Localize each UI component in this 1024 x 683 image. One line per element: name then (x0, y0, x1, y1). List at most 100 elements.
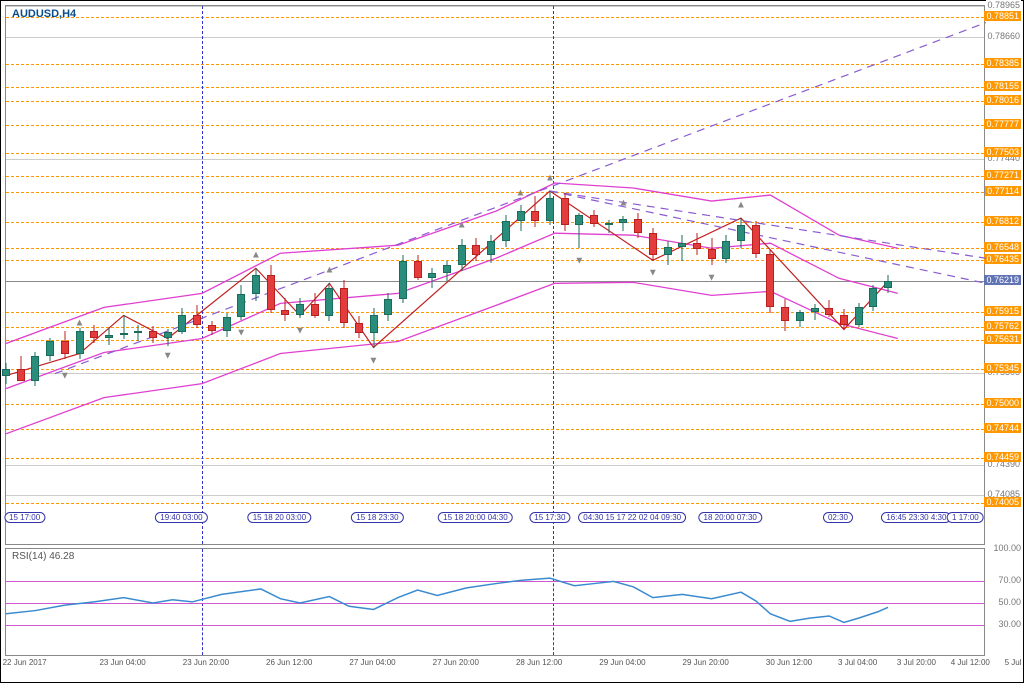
x-axis-label: 30 Jun 12:00 (766, 658, 812, 667)
candle-up (619, 6, 627, 514)
x-axis-label: 4 Jul 12:00 (951, 658, 990, 667)
level-label: 0.74459 (984, 452, 1021, 462)
level-label: 0.75000 (984, 398, 1021, 408)
fractal-up-icon: ▲ (545, 173, 555, 184)
candle-up (869, 6, 877, 514)
time-mark: 19:40 03:00 (155, 512, 207, 523)
level-label: 0.77271 (984, 170, 1021, 180)
candle-down (693, 6, 701, 514)
level-label: 0.78385 (984, 58, 1021, 68)
time-mark: 16:45 23:30 4:30 (881, 512, 951, 523)
time-mark: 15 18 23:30 (351, 512, 403, 523)
level-label: 0.77777 (984, 119, 1021, 129)
candle-up (105, 6, 113, 514)
fractal-down-icon: ▼ (60, 370, 70, 381)
candle-up (546, 6, 554, 514)
candle-up (134, 6, 142, 514)
candle-down (781, 6, 789, 514)
level-label: 0.76548 (984, 242, 1021, 252)
x-axis-label: 28 Jun 12:00 (516, 658, 562, 667)
candle-up (458, 6, 466, 514)
x-axis-label: 26 Jun 12:00 (266, 658, 312, 667)
x-axis-label: 3 Jul 04:00 (838, 658, 877, 667)
fractal-down-icon: ▼ (163, 350, 173, 361)
time-mark: 15 17:30 (529, 512, 570, 523)
rsi-panel[interactable]: RSI(14) 46.28 (5, 548, 985, 656)
level-label: 0.77114 (985, 186, 1021, 196)
fractal-up-icon: ▲ (75, 318, 85, 329)
candle-up (855, 6, 863, 514)
x-axis: 22 Jun 201723 Jun 04:0023 Jun 20:0026 Ju… (5, 658, 985, 678)
x-axis-label: 5 Jul 04:00 (1005, 658, 1024, 667)
candle-up (46, 6, 54, 514)
candle-down (281, 6, 289, 514)
price-chart[interactable]: AUDUSD,H4 ▲▲▲▲▲▲▲▲▼▼▼▼▼▼▼▼ (5, 5, 985, 545)
candle-up (517, 6, 525, 514)
candle-down (17, 6, 25, 514)
rsi-y-axis: 30.0050.0070.00100.00 (985, 548, 1021, 656)
candle-down (531, 6, 539, 514)
time-mark: 15 18 20:00 04:30 (438, 512, 513, 523)
fractal-up-icon: ▲ (324, 265, 334, 276)
candle-down (472, 6, 480, 514)
time-mark: 15 17:00 (4, 512, 45, 523)
fractal-up-icon: ▲ (457, 220, 467, 231)
candle-up (178, 6, 186, 514)
current-price-label: 0.76219 (984, 275, 1021, 285)
fractal-up-icon: ▲ (516, 188, 526, 199)
candle-up (605, 6, 613, 514)
rsi-level-line (6, 581, 984, 582)
level-label: 0.74744 (984, 423, 1021, 433)
level-label: 0.76435 (984, 254, 1021, 264)
candle-down (414, 6, 422, 514)
level-label: 0.78851 (984, 11, 1021, 21)
candle-up (296, 6, 304, 514)
candle-down (193, 6, 201, 514)
fractal-down-icon: ▼ (574, 256, 584, 267)
candle-down (208, 6, 216, 514)
time-mark: 18 20:00 07:30 (698, 512, 761, 523)
candle-up (31, 6, 39, 514)
rsi-title: RSI(14) 46.28 (12, 551, 74, 562)
candle-up (384, 6, 392, 514)
time-mark: 15 18 20 03:00 (248, 512, 311, 523)
candle-up (678, 6, 686, 514)
candle-up (884, 6, 892, 514)
candle-down (61, 6, 69, 514)
level-label: 0.76812 (984, 216, 1021, 226)
candle-up (237, 6, 245, 514)
fractal-down-icon: ▼ (707, 273, 717, 284)
candle-up (164, 6, 172, 514)
candle-down (340, 6, 348, 514)
price-y-axis: 0.789650.786600.774400.743900.740850.753… (985, 5, 1021, 545)
level-label: 0.78155 (984, 81, 1021, 91)
candle-down (149, 6, 157, 514)
fractal-up-icon: ▲ (736, 200, 746, 211)
fractal-up-icon: ▲ (251, 250, 261, 261)
x-axis-label: 27 Jun 04:00 (349, 658, 395, 667)
candle-up (487, 6, 495, 514)
candle-down (708, 6, 716, 514)
candle-up (2, 6, 10, 514)
level-label: 0.74005 (984, 497, 1021, 507)
rsi-level-line (6, 603, 984, 604)
x-axis-label: 27 Jun 20:00 (433, 658, 479, 667)
level-label: 0.75762 (984, 321, 1021, 331)
candle-down (634, 6, 642, 514)
chart-title: AUDUSD,H4 (12, 8, 76, 20)
candle-down (766, 6, 774, 514)
fractal-down-icon: ▼ (369, 355, 379, 366)
fractal-down-icon: ▼ (295, 326, 305, 337)
candle-up (811, 6, 819, 514)
time-mark: 02:30 (823, 512, 853, 523)
time-mark: 1 17:00 (947, 512, 984, 523)
vertical-marker (202, 549, 203, 655)
x-axis-label: 29 Jun 20:00 (683, 658, 729, 667)
vertical-marker (202, 6, 203, 544)
candle-up (76, 6, 84, 514)
candle-down (590, 6, 598, 514)
candle-down (649, 6, 657, 514)
fractal-down-icon: ▼ (648, 268, 658, 279)
time-marks-row: 15 17:00 19:40 03:00 15 18 20 03:00 15 18 2… (5, 512, 985, 526)
rsi-y-label: 30.00 (998, 619, 1021, 629)
